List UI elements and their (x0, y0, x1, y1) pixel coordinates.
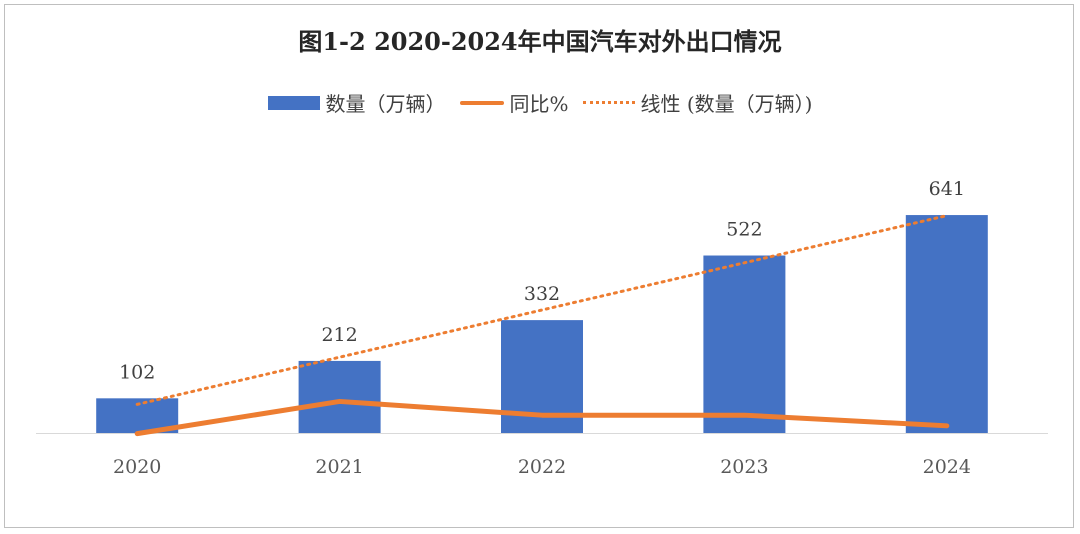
legend-swatch-dotted (582, 101, 635, 104)
legend-item-trend: 线性 (数量（万辆）) (582, 88, 813, 117)
x-tick-2023: 2023 (720, 456, 768, 478)
x-tick-2020: 2020 (113, 456, 161, 478)
yoy-line (134, 398, 950, 437)
x-tick-2022: 2022 (518, 456, 566, 478)
data-label-2023: 522 (726, 219, 762, 241)
chart-title: 图1-2 2020-2024年中国汽车对外出口情况 (298, 27, 782, 56)
x-tick-2024: 2024 (923, 456, 971, 478)
bar-2021 (298, 360, 381, 433)
legend-swatch-line (459, 100, 504, 105)
x-tick-2021: 2021 (315, 456, 363, 478)
data-label-2024: 641 (929, 178, 965, 200)
data-label-2021: 212 (321, 324, 357, 346)
trendline (135, 214, 949, 406)
bar-2023 (703, 255, 786, 433)
data-label-2022: 332 (524, 283, 560, 305)
legend-item-yoy: 同比% (459, 88, 569, 117)
chart-frame (4, 4, 1074, 528)
data-label-2020: 102 (119, 361, 155, 383)
legend-label-yoy: 同比% (509, 92, 569, 116)
legend: 数量（万辆） 同比% 线性 (数量（万辆）) (0, 88, 1080, 117)
legend-item-quantity: 数量（万辆） (267, 88, 446, 117)
legend-label-trend: 线性 (数量（万辆）) (640, 92, 813, 116)
legend-swatch-bar (267, 95, 320, 110)
bar-2024 (905, 215, 988, 433)
legend-label-quantity: 数量（万辆） (325, 92, 446, 116)
